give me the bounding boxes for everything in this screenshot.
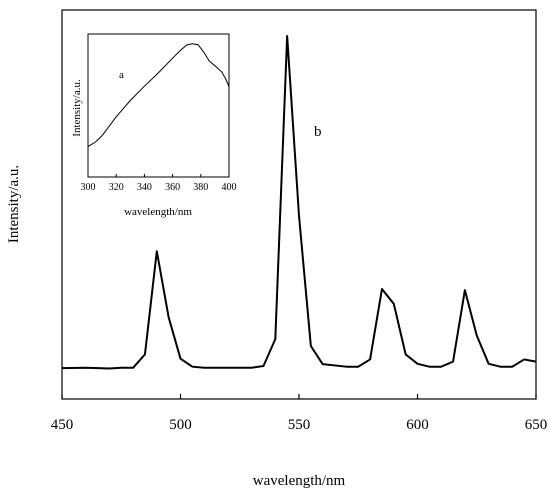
inset-series-line — [87, 43, 230, 147]
inset-plot-frame — [87, 33, 230, 178]
main-x-tick-label: 650 — [525, 417, 548, 433]
inset-x-axis-label: wavelength/nm — [124, 206, 192, 218]
main-x-ticks: 450 500 550 600 650 — [51, 394, 548, 433]
main-x-tick-label: 600 — [406, 417, 429, 433]
inset-y-axis-label: Intensity/a.u. — [71, 79, 83, 137]
main-x-tick-label: 450 — [51, 417, 74, 433]
inset-x-tick-label: 340 — [137, 182, 152, 193]
annotation-a: a — [119, 69, 124, 81]
annotation-b: b — [314, 124, 322, 140]
main-x-axis-label: wavelength/nm — [253, 473, 346, 489]
main-series-line — [61, 35, 537, 370]
inset-x-tick-label: 300 — [81, 182, 96, 193]
main-x-tick-label: 550 — [288, 417, 311, 433]
inset-x-tick-label: 400 — [222, 182, 237, 193]
main-x-tick-label: 500 — [169, 417, 192, 433]
inset-x-tick-label: 320 — [109, 182, 124, 193]
inset-x-tick-label: 360 — [165, 182, 180, 193]
main-y-axis-label: Intensity/a.u. — [6, 165, 22, 243]
inset-x-ticks: 300 320 340 360 380 400 — [81, 174, 237, 193]
inset-x-tick-label: 380 — [193, 182, 208, 193]
